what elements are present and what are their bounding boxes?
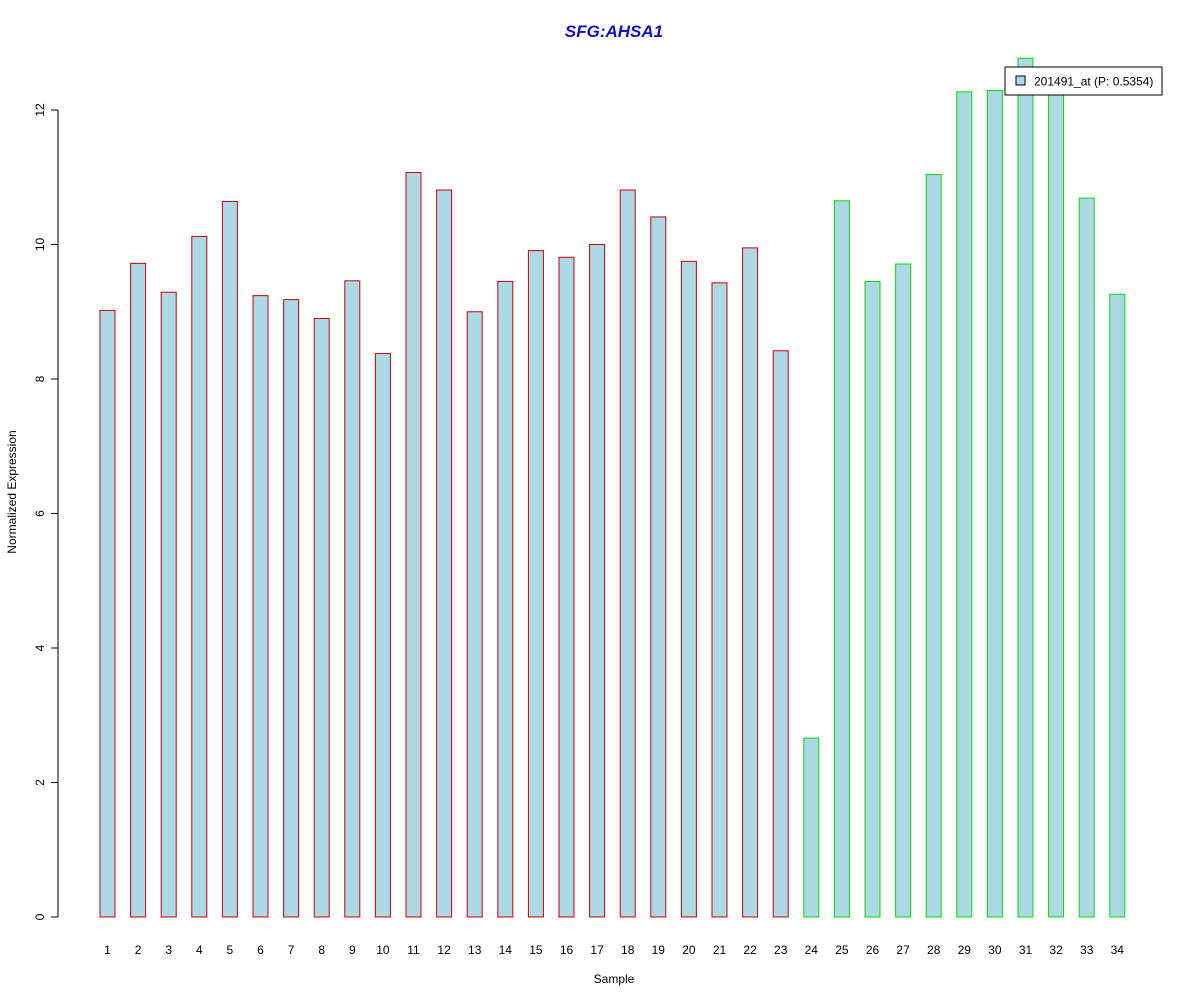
- x-tick-label: 9: [349, 943, 356, 957]
- y-axis: 0 2 4 6 8 10 12: [33, 103, 59, 920]
- bar-sample-16: [558, 256, 575, 918]
- bar-sample-33: [1078, 197, 1095, 918]
- x-tick-label: 20: [682, 943, 696, 957]
- x-tick-label: 34: [1111, 943, 1125, 957]
- x-tick-label: 24: [805, 943, 819, 957]
- x-tick-label: 32: [1049, 943, 1063, 957]
- legend-label: 201491_at (P: 0.5354): [1034, 75, 1153, 89]
- x-tick-label: 14: [499, 943, 513, 957]
- bar-sample-29: [956, 91, 973, 918]
- bar-sample-7: [283, 299, 300, 918]
- x-tick-label: 12: [437, 943, 451, 957]
- bar-sample-2: [130, 262, 147, 918]
- bar-sample-26: [864, 280, 881, 918]
- y-axis-label: Normalized Expression: [5, 430, 19, 553]
- x-tick-label: 21: [713, 943, 727, 957]
- x-tick-label: 26: [866, 943, 880, 957]
- x-tick-label: 31: [1019, 943, 1033, 957]
- x-tick-label: 33: [1080, 943, 1094, 957]
- x-tick-label: 3: [165, 943, 172, 957]
- x-tick-label: 6: [257, 943, 264, 957]
- x-tick-label: 1: [104, 943, 111, 957]
- x-tick-label: 29: [958, 943, 972, 957]
- bar-sample-18: [619, 189, 636, 918]
- x-tick-label: 10: [376, 943, 390, 957]
- bar-sample-22: [742, 247, 759, 918]
- bar-sample-27: [895, 263, 912, 918]
- bar-sample-15: [527, 250, 544, 918]
- x-tick-label: 27: [896, 943, 910, 957]
- x-tick-label: 22: [743, 943, 757, 957]
- bar-sample-31: [1017, 57, 1034, 918]
- bar-sample-30: [986, 90, 1003, 918]
- x-tick-label: 23: [774, 943, 788, 957]
- bar-sample-9: [344, 280, 361, 918]
- bar-sample-25: [833, 200, 850, 918]
- bar-sample-13: [466, 311, 483, 918]
- legend-box: [1004, 66, 1163, 96]
- x-tick-label: 8: [318, 943, 325, 957]
- x-tick-label: 28: [927, 943, 941, 957]
- x-tick-label: 2: [135, 943, 142, 957]
- chart-title: SFG:AHSA1: [565, 22, 663, 41]
- bar-sample-34: [1109, 293, 1126, 918]
- bar-sample-11: [405, 172, 422, 918]
- x-tick-label: 13: [468, 943, 482, 957]
- legend: 201491_at (P: 0.5354): [1004, 66, 1163, 96]
- x-tick-label: 19: [652, 943, 666, 957]
- y-tick-label: 6: [33, 510, 47, 517]
- x-tick-label: 7: [288, 943, 295, 957]
- bars-group: [99, 57, 1126, 918]
- y-tick-label: 0: [33, 913, 47, 920]
- bar-sample-23: [772, 350, 789, 918]
- y-tick-label: 4: [33, 644, 47, 651]
- bar-sample-19: [650, 216, 667, 918]
- x-tick-label: 11: [407, 943, 420, 957]
- bar-sample-21: [711, 282, 728, 918]
- x-tick-labels: 1 2 3 4 5 6 7 8 9 10 11 12 13 14 15 16 17 18 19 20 21 22 23 24 2…: [104, 943, 1124, 957]
- x-tick-label: 16: [560, 943, 574, 957]
- bar-sample-8: [313, 317, 330, 918]
- x-tick-label: 30: [988, 943, 1002, 957]
- x-tick-label: 17: [590, 943, 604, 957]
- bar-sample-32: [1048, 92, 1065, 918]
- bar-sample-4: [191, 235, 208, 918]
- bar-sample-17: [589, 244, 606, 918]
- bar-sample-1: [99, 309, 116, 918]
- bar-sample-24: [803, 737, 820, 918]
- bar-sample-12: [436, 189, 453, 918]
- y-tick-label: 2: [33, 779, 47, 786]
- legend-swatch: [1015, 75, 1026, 86]
- x-tick-label: 4: [196, 943, 203, 957]
- x-tick-label: 18: [621, 943, 635, 957]
- bar-sample-5: [221, 200, 238, 918]
- bar-sample-14: [497, 280, 514, 918]
- x-axis-label: Sample: [594, 972, 635, 986]
- bar-sample-28: [925, 174, 942, 918]
- bar-sample-3: [160, 291, 177, 918]
- y-tick-label: 10: [33, 238, 47, 252]
- bar-sample-10: [374, 352, 391, 918]
- bar-sample-6: [252, 295, 269, 918]
- x-tick-label: 25: [835, 943, 849, 957]
- y-tick-label: 12: [33, 103, 47, 117]
- bar-sample-20: [680, 260, 697, 918]
- x-tick-label: 5: [227, 943, 234, 957]
- y-tick-label: 8: [33, 375, 47, 382]
- x-tick-label: 15: [529, 943, 543, 957]
